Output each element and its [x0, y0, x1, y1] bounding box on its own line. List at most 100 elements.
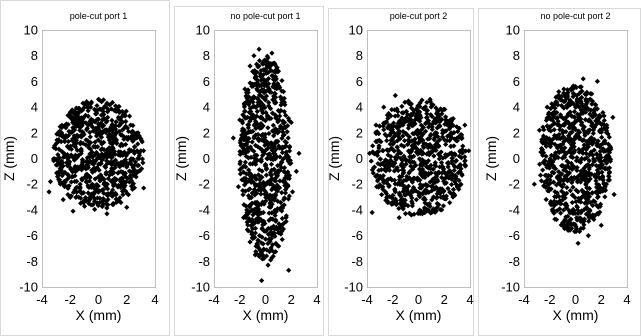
data-point [440, 155, 446, 161]
data-point [249, 161, 256, 167]
data-point [242, 100, 248, 106]
data-point [395, 167, 401, 174]
data-point [584, 155, 590, 161]
data-point [56, 177, 63, 183]
data-point [578, 89, 584, 95]
data-point [611, 191, 617, 198]
data-point [442, 121, 448, 127]
data-point [606, 156, 612, 162]
x-tick-label: -4 [361, 292, 373, 307]
data-point [402, 99, 408, 105]
data-point [575, 207, 581, 213]
data-point [418, 127, 424, 133]
data-point [257, 99, 263, 105]
data-point [382, 163, 388, 169]
data-point [265, 125, 271, 131]
data-point [580, 126, 586, 132]
data-point [100, 201, 106, 207]
data-point [561, 90, 567, 96]
data-point [272, 140, 278, 147]
data-point [571, 109, 578, 115]
x-tick-label: 4 [313, 292, 320, 307]
data-point [558, 201, 564, 207]
data-point [264, 145, 271, 152]
data-point [400, 128, 406, 135]
data-point [598, 222, 604, 228]
y-tick-label: 10 [24, 23, 38, 38]
data-point [260, 123, 266, 129]
data-point [400, 170, 406, 177]
data-point [128, 183, 135, 189]
data-point [281, 165, 288, 171]
data-point [560, 116, 567, 122]
data-point [594, 106, 600, 112]
data-point [604, 152, 610, 159]
data-point [265, 115, 271, 121]
data-point [256, 46, 262, 52]
data-point [437, 190, 443, 197]
data-point [373, 122, 379, 128]
data-point [73, 194, 79, 201]
data-point [107, 172, 113, 178]
data-point [134, 162, 140, 169]
data-point [591, 213, 597, 220]
data-point [260, 209, 267, 216]
data-point [260, 182, 266, 189]
data-point [83, 175, 89, 182]
data-point [583, 192, 590, 199]
data-point [409, 198, 415, 205]
data-point [586, 166, 592, 172]
data-point [270, 157, 276, 163]
data-point [98, 173, 104, 180]
data-point [67, 165, 74, 171]
data-point [428, 112, 434, 118]
data-point [253, 73, 259, 80]
data-point [435, 116, 441, 122]
data-point [374, 152, 381, 159]
data-point [405, 98, 412, 104]
data-point [549, 117, 556, 123]
data-point [576, 130, 582, 136]
data-point [102, 103, 108, 109]
data-point [268, 154, 274, 160]
data-point [241, 178, 247, 184]
data-point [95, 126, 102, 132]
data-point [279, 208, 285, 214]
data-point [262, 191, 268, 197]
data-point [253, 243, 259, 249]
data-point [136, 155, 142, 162]
data-point [421, 172, 427, 178]
data-point [70, 189, 77, 196]
data-point [400, 119, 406, 125]
data-point [383, 168, 389, 174]
x-axis-title: X (mm) [76, 307, 122, 323]
data-point [411, 107, 417, 114]
data-point [252, 67, 258, 74]
data-point [557, 124, 563, 130]
panel-title: no pole-cut port 2 [540, 11, 610, 21]
data-point [69, 117, 76, 123]
y-tick-label: 6 [513, 74, 520, 89]
data-point [271, 69, 277, 75]
data-point [449, 175, 456, 182]
data-point [72, 173, 78, 179]
data-point [556, 193, 562, 200]
data-point [531, 181, 537, 187]
data-point [420, 124, 427, 131]
data-point [272, 210, 278, 216]
data-point [407, 150, 413, 156]
data-point [140, 160, 146, 166]
data-point [54, 137, 60, 143]
data-point [47, 179, 54, 185]
data-point [584, 204, 590, 210]
data-point [266, 204, 272, 210]
y-tick-label: 4 [31, 100, 38, 115]
data-point [95, 137, 101, 143]
data-point [272, 154, 278, 160]
data-point [395, 148, 401, 154]
data-point [138, 148, 144, 154]
data-point [400, 133, 406, 139]
data-point [80, 140, 86, 147]
data-point [440, 164, 446, 170]
data-point [425, 164, 431, 170]
